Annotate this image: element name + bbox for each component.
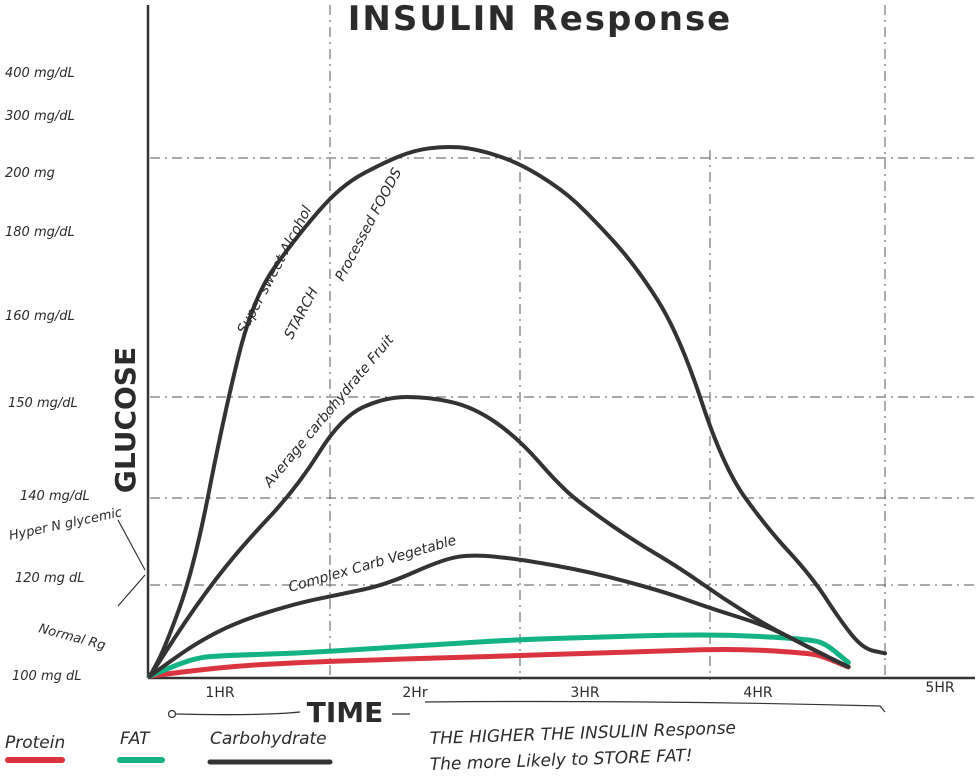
hyperglycemic-pointer-lower bbox=[117, 574, 146, 607]
y-axis-title: GLUCOSE bbox=[109, 347, 142, 493]
high-curve-label-processed: Processed FOODS bbox=[332, 166, 405, 284]
x-tick-label: 5HR bbox=[925, 680, 954, 696]
normal-range-annotation: Normal Rg bbox=[37, 621, 107, 653]
legend-label-carbohydrate: Carbohydrate bbox=[210, 729, 327, 749]
y-tick-label: 200 mg bbox=[5, 166, 55, 181]
note-line-1: THE HIGHER THE INSULIN Response bbox=[429, 718, 736, 749]
y-tick-label: 300 mg/dL bbox=[5, 109, 75, 124]
series-line-high-carbohydrate bbox=[148, 144, 887, 678]
y-tick-label: 400 mg/dL bbox=[5, 66, 75, 81]
high-curve-label-starch: STARCH bbox=[281, 285, 322, 342]
legend: Protein FAT Carbohydrate bbox=[5, 729, 333, 765]
chart-title: INSULIN Response bbox=[348, 0, 732, 39]
series-line-fat bbox=[147, 632, 851, 679]
series-line-complex-carbohydrate bbox=[148, 553, 851, 678]
hyperglycemic-pointer bbox=[117, 519, 146, 571]
x-axis-title: TIME bbox=[307, 696, 384, 729]
x-tick-labels: 1HR 2Hr 3HR 4HR 5HR bbox=[205, 680, 954, 701]
x-tick-label: 1HR bbox=[205, 685, 234, 701]
time-arrow-left bbox=[174, 711, 301, 716]
y-tick-label: 160 mg/dL bbox=[5, 309, 75, 324]
y-tick-labels: 100 mg dL 120 mg dL 140 mg/dL 150 mg/dL … bbox=[5, 66, 90, 684]
y-tick-label: 180 mg/dL bbox=[5, 225, 75, 240]
time-arrow-start bbox=[167, 709, 177, 719]
average-curve-label: Average carbohydrate Fruit bbox=[260, 332, 397, 491]
y-tick-label: 100 mg dL bbox=[12, 669, 82, 684]
time-bracket bbox=[424, 700, 886, 713]
legend-label-protein: Protein bbox=[5, 733, 65, 753]
grid bbox=[150, 5, 975, 680]
series-line-protein bbox=[147, 646, 851, 679]
y-tick-label: 120 mg dL bbox=[15, 571, 85, 586]
series-line-average-carbohydrate bbox=[148, 395, 851, 678]
x-tick-label: 4HR bbox=[743, 685, 772, 701]
y-tick-label: 140 mg/dL bbox=[20, 489, 90, 504]
legend-label-fat: FAT bbox=[120, 729, 151, 749]
series-layer bbox=[147, 144, 887, 679]
x-tick-label: 3HR bbox=[570, 685, 599, 701]
x-tick-label: 2Hr bbox=[402, 685, 427, 701]
axes bbox=[146, 5, 975, 680]
note-line-2: The more Likely to STORE FAT! bbox=[429, 746, 692, 775]
y-tick-label: 150 mg/dL bbox=[8, 396, 78, 411]
hyperglycemic-annotation: Hyper N glycemic bbox=[8, 505, 124, 544]
